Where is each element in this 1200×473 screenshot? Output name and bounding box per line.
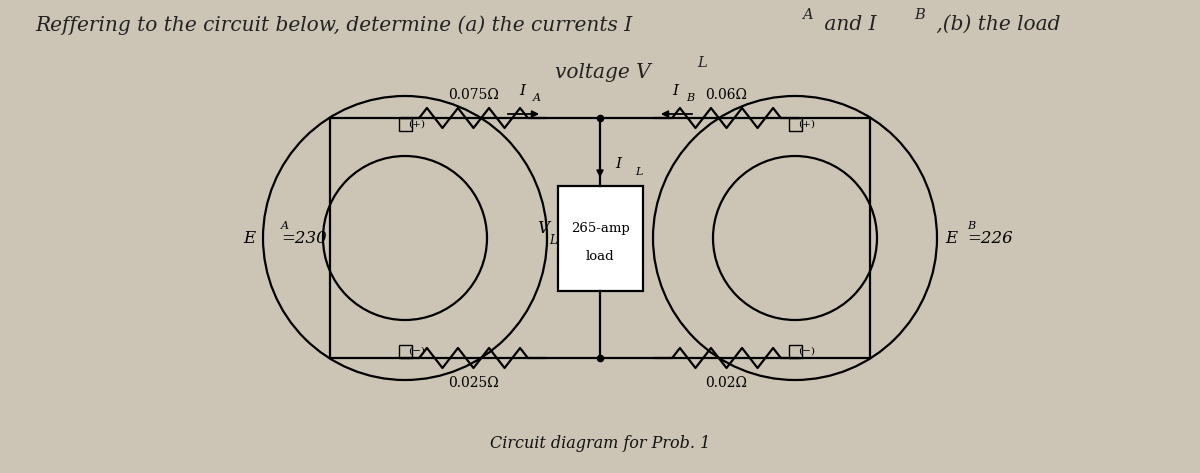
Text: Circuit diagram for Prob. 1: Circuit diagram for Prob. 1 <box>490 435 710 452</box>
Text: =226: =226 <box>967 229 1013 246</box>
Text: 0.025Ω: 0.025Ω <box>448 376 499 390</box>
Text: L: L <box>635 166 642 176</box>
Text: L: L <box>697 56 707 70</box>
Text: 265-amp: 265-amp <box>571 221 629 235</box>
Bar <box>398 345 412 358</box>
Text: A: A <box>533 93 541 103</box>
Text: =230: =230 <box>281 229 326 246</box>
Text: 0.075Ω: 0.075Ω <box>448 88 499 102</box>
Text: ,(b) the load: ,(b) the load <box>930 15 1061 34</box>
Bar <box>558 185 642 290</box>
Text: I: I <box>520 84 526 98</box>
Text: I: I <box>672 84 678 98</box>
Text: V: V <box>538 219 550 236</box>
Bar <box>788 345 802 358</box>
Text: E: E <box>242 229 254 246</box>
Text: 0.06Ω: 0.06Ω <box>706 88 748 102</box>
Text: (+): (+) <box>408 120 425 129</box>
Text: load: load <box>586 249 614 263</box>
Text: (−): (−) <box>798 347 815 356</box>
Text: A: A <box>802 8 812 22</box>
Text: (+): (+) <box>798 120 815 129</box>
Text: (−): (−) <box>408 347 425 356</box>
Text: B: B <box>967 221 976 231</box>
Text: L: L <box>548 234 557 246</box>
Text: Reffering to the circuit below, determine (a) the currents I: Reffering to the circuit below, determin… <box>35 15 632 35</box>
Bar <box>788 118 802 131</box>
Text: B: B <box>686 93 694 103</box>
Text: and I: and I <box>818 15 877 34</box>
Text: E: E <box>946 229 958 246</box>
Bar <box>398 118 412 131</box>
Text: A: A <box>281 221 289 231</box>
Text: voltage V: voltage V <box>554 63 650 82</box>
Text: 0.02Ω: 0.02Ω <box>706 376 748 390</box>
Text: I: I <box>616 157 622 170</box>
Text: B: B <box>914 8 925 22</box>
